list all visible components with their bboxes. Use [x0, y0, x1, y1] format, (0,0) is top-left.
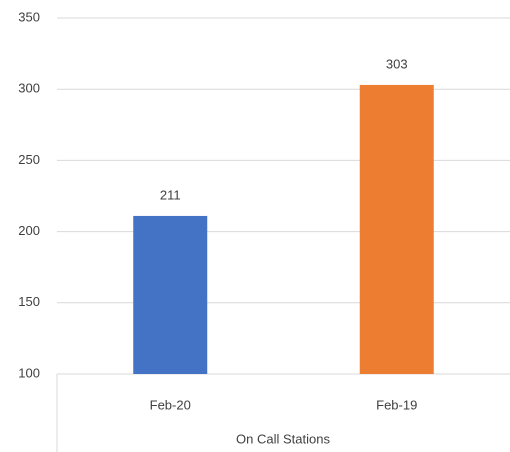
- y-tick-label: 250: [18, 152, 40, 167]
- x-tick-label: Feb-20: [150, 397, 191, 412]
- x-axis-label: On Call Stations: [236, 431, 330, 446]
- bar: [359, 84, 434, 374]
- y-tick-label: 200: [18, 223, 40, 238]
- data-label: 303: [386, 56, 408, 71]
- y-tick-label: 350: [18, 9, 40, 24]
- y-tick-label: 300: [18, 81, 40, 96]
- y-tick-label: 150: [18, 294, 40, 309]
- bar: [133, 215, 208, 374]
- data-label: 211: [160, 187, 181, 202]
- x-tick-label: Feb-19: [376, 397, 417, 412]
- y-tick-label: 100: [18, 365, 40, 380]
